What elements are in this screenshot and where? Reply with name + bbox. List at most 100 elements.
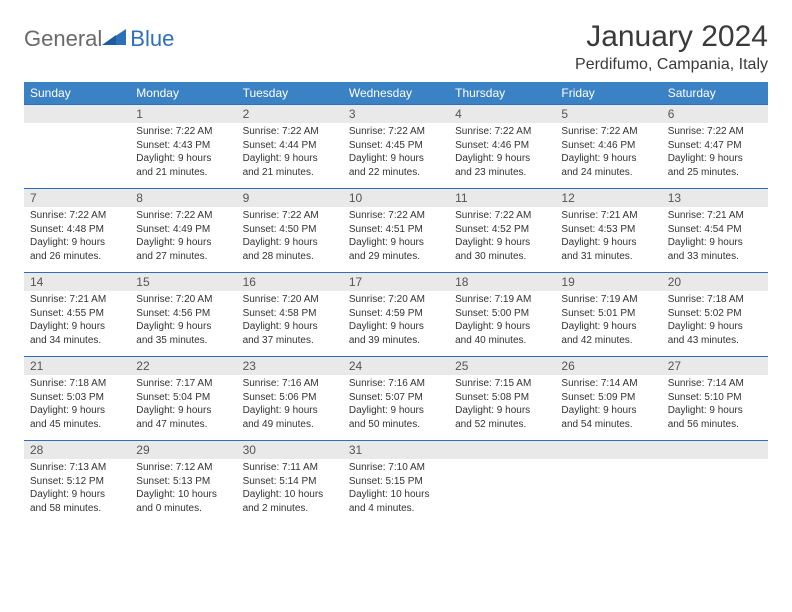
calendar-week-row: 21Sunrise: 7:18 AMSunset: 5:03 PMDayligh… [24,356,768,440]
day-detail-line: Daylight: 10 hours [136,488,230,502]
day-number: 3 [343,104,449,123]
day-details: Sunrise: 7:14 AMSunset: 5:09 PMDaylight:… [555,375,661,435]
day-detail-line: Sunset: 5:07 PM [349,391,443,405]
day-detail-line: Sunrise: 7:20 AM [243,293,337,307]
calendar-day-cell [662,440,768,524]
day-detail-line: Sunrise: 7:14 AM [668,377,762,391]
day-number: 24 [343,356,449,375]
day-detail-line: Sunset: 5:01 PM [561,307,655,321]
calendar-week-row: 1Sunrise: 7:22 AMSunset: 4:43 PMDaylight… [24,104,768,188]
calendar-day-cell: 5Sunrise: 7:22 AMSunset: 4:46 PMDaylight… [555,104,661,188]
logo-text-general: General [24,26,102,52]
calendar-day-cell: 9Sunrise: 7:22 AMSunset: 4:50 PMDaylight… [237,188,343,272]
day-detail-line: Sunrise: 7:20 AM [136,293,230,307]
day-number: 29 [130,440,236,459]
day-detail-line: and 0 minutes. [136,502,230,516]
day-number: 12 [555,188,661,207]
day-details: Sunrise: 7:20 AMSunset: 4:58 PMDaylight:… [237,291,343,351]
day-detail-line: Sunset: 5:04 PM [136,391,230,405]
day-header: Monday [130,82,236,104]
day-details: Sunrise: 7:19 AMSunset: 5:01 PMDaylight:… [555,291,661,351]
day-detail-line: Daylight: 10 hours [243,488,337,502]
day-number: 18 [449,272,555,291]
day-detail-line: and 33 minutes. [668,250,762,264]
day-detail-line: Sunrise: 7:11 AM [243,461,337,475]
day-detail-line: Sunset: 4:45 PM [349,139,443,153]
day-details: Sunrise: 7:18 AMSunset: 5:02 PMDaylight:… [662,291,768,351]
day-detail-line: Sunset: 5:13 PM [136,475,230,489]
day-number: 7 [24,188,130,207]
day-detail-line: and 25 minutes. [668,166,762,180]
calendar-day-cell: 6Sunrise: 7:22 AMSunset: 4:47 PMDaylight… [662,104,768,188]
day-number: 11 [449,188,555,207]
day-detail-line: Daylight: 9 hours [349,404,443,418]
day-detail-line: Sunrise: 7:21 AM [668,209,762,223]
calendar-table: Sunday Monday Tuesday Wednesday Thursday… [24,82,768,524]
day-detail-line: Sunset: 4:51 PM [349,223,443,237]
day-detail-line: Sunset: 4:52 PM [455,223,549,237]
day-detail-line: Sunset: 4:54 PM [668,223,762,237]
day-header: Wednesday [343,82,449,104]
day-header: Sunday [24,82,130,104]
day-detail-line: Sunrise: 7:22 AM [136,209,230,223]
day-detail-line: Daylight: 9 hours [668,152,762,166]
day-detail-line: Daylight: 9 hours [455,404,549,418]
day-detail-line: and 21 minutes. [136,166,230,180]
day-detail-line: Sunrise: 7:22 AM [30,209,124,223]
calendar-day-cell: 14Sunrise: 7:21 AMSunset: 4:55 PMDayligh… [24,272,130,356]
calendar-day-cell [555,440,661,524]
day-detail-line: Daylight: 9 hours [30,488,124,502]
calendar-day-cell: 30Sunrise: 7:11 AMSunset: 5:14 PMDayligh… [237,440,343,524]
day-detail-line: Daylight: 9 hours [30,320,124,334]
day-detail-line: Sunset: 4:49 PM [136,223,230,237]
calendar-day-cell: 31Sunrise: 7:10 AMSunset: 5:15 PMDayligh… [343,440,449,524]
day-details: Sunrise: 7:22 AMSunset: 4:47 PMDaylight:… [662,123,768,183]
day-number: 25 [449,356,555,375]
day-number: 14 [24,272,130,291]
day-detail-line: and 52 minutes. [455,418,549,432]
day-detail-line: and 50 minutes. [349,418,443,432]
day-detail-line: Daylight: 9 hours [243,320,337,334]
day-detail-line: Daylight: 9 hours [243,236,337,250]
day-detail-line: and 45 minutes. [30,418,124,432]
day-details: Sunrise: 7:22 AMSunset: 4:49 PMDaylight:… [130,207,236,267]
day-detail-line: Sunrise: 7:19 AM [455,293,549,307]
day-detail-line: Sunrise: 7:22 AM [455,209,549,223]
day-details: Sunrise: 7:13 AMSunset: 5:12 PMDaylight:… [24,459,130,519]
day-details: Sunrise: 7:22 AMSunset: 4:50 PMDaylight:… [237,207,343,267]
day-detail-line: Sunrise: 7:13 AM [30,461,124,475]
day-detail-line: Sunset: 4:50 PM [243,223,337,237]
calendar-day-cell: 8Sunrise: 7:22 AMSunset: 4:49 PMDaylight… [130,188,236,272]
calendar-day-cell: 27Sunrise: 7:14 AMSunset: 5:10 PMDayligh… [662,356,768,440]
day-detail-line: Sunrise: 7:21 AM [561,209,655,223]
day-detail-line: Sunrise: 7:18 AM [668,293,762,307]
day-number: 26 [555,356,661,375]
day-number: 13 [662,188,768,207]
calendar-week-row: 14Sunrise: 7:21 AMSunset: 4:55 PMDayligh… [24,272,768,356]
calendar-day-cell: 13Sunrise: 7:21 AMSunset: 4:54 PMDayligh… [662,188,768,272]
day-detail-line: Sunset: 5:08 PM [455,391,549,405]
calendar-day-cell: 16Sunrise: 7:20 AMSunset: 4:58 PMDayligh… [237,272,343,356]
day-number-empty [449,440,555,459]
day-detail-line: Sunrise: 7:22 AM [136,125,230,139]
day-detail-line: Sunrise: 7:22 AM [561,125,655,139]
day-detail-line: Daylight: 9 hours [455,152,549,166]
day-number-empty [555,440,661,459]
day-detail-line: Sunset: 4:43 PM [136,139,230,153]
day-detail-line: Daylight: 9 hours [243,404,337,418]
day-details: Sunrise: 7:20 AMSunset: 4:59 PMDaylight:… [343,291,449,351]
day-details: Sunrise: 7:22 AMSunset: 4:48 PMDaylight:… [24,207,130,267]
calendar-day-cell: 23Sunrise: 7:16 AMSunset: 5:06 PMDayligh… [237,356,343,440]
day-details: Sunrise: 7:16 AMSunset: 5:07 PMDaylight:… [343,375,449,435]
day-detail-line: and 29 minutes. [349,250,443,264]
day-detail-line: Daylight: 9 hours [668,404,762,418]
day-number: 8 [130,188,236,207]
day-detail-line: Sunrise: 7:17 AM [136,377,230,391]
day-detail-line: and 27 minutes. [136,250,230,264]
day-detail-line: Daylight: 9 hours [561,152,655,166]
day-detail-line: Sunrise: 7:21 AM [30,293,124,307]
day-header: Tuesday [237,82,343,104]
day-detail-line: Daylight: 9 hours [349,320,443,334]
day-details: Sunrise: 7:22 AMSunset: 4:46 PMDaylight:… [449,123,555,183]
day-detail-line: Sunset: 5:06 PM [243,391,337,405]
